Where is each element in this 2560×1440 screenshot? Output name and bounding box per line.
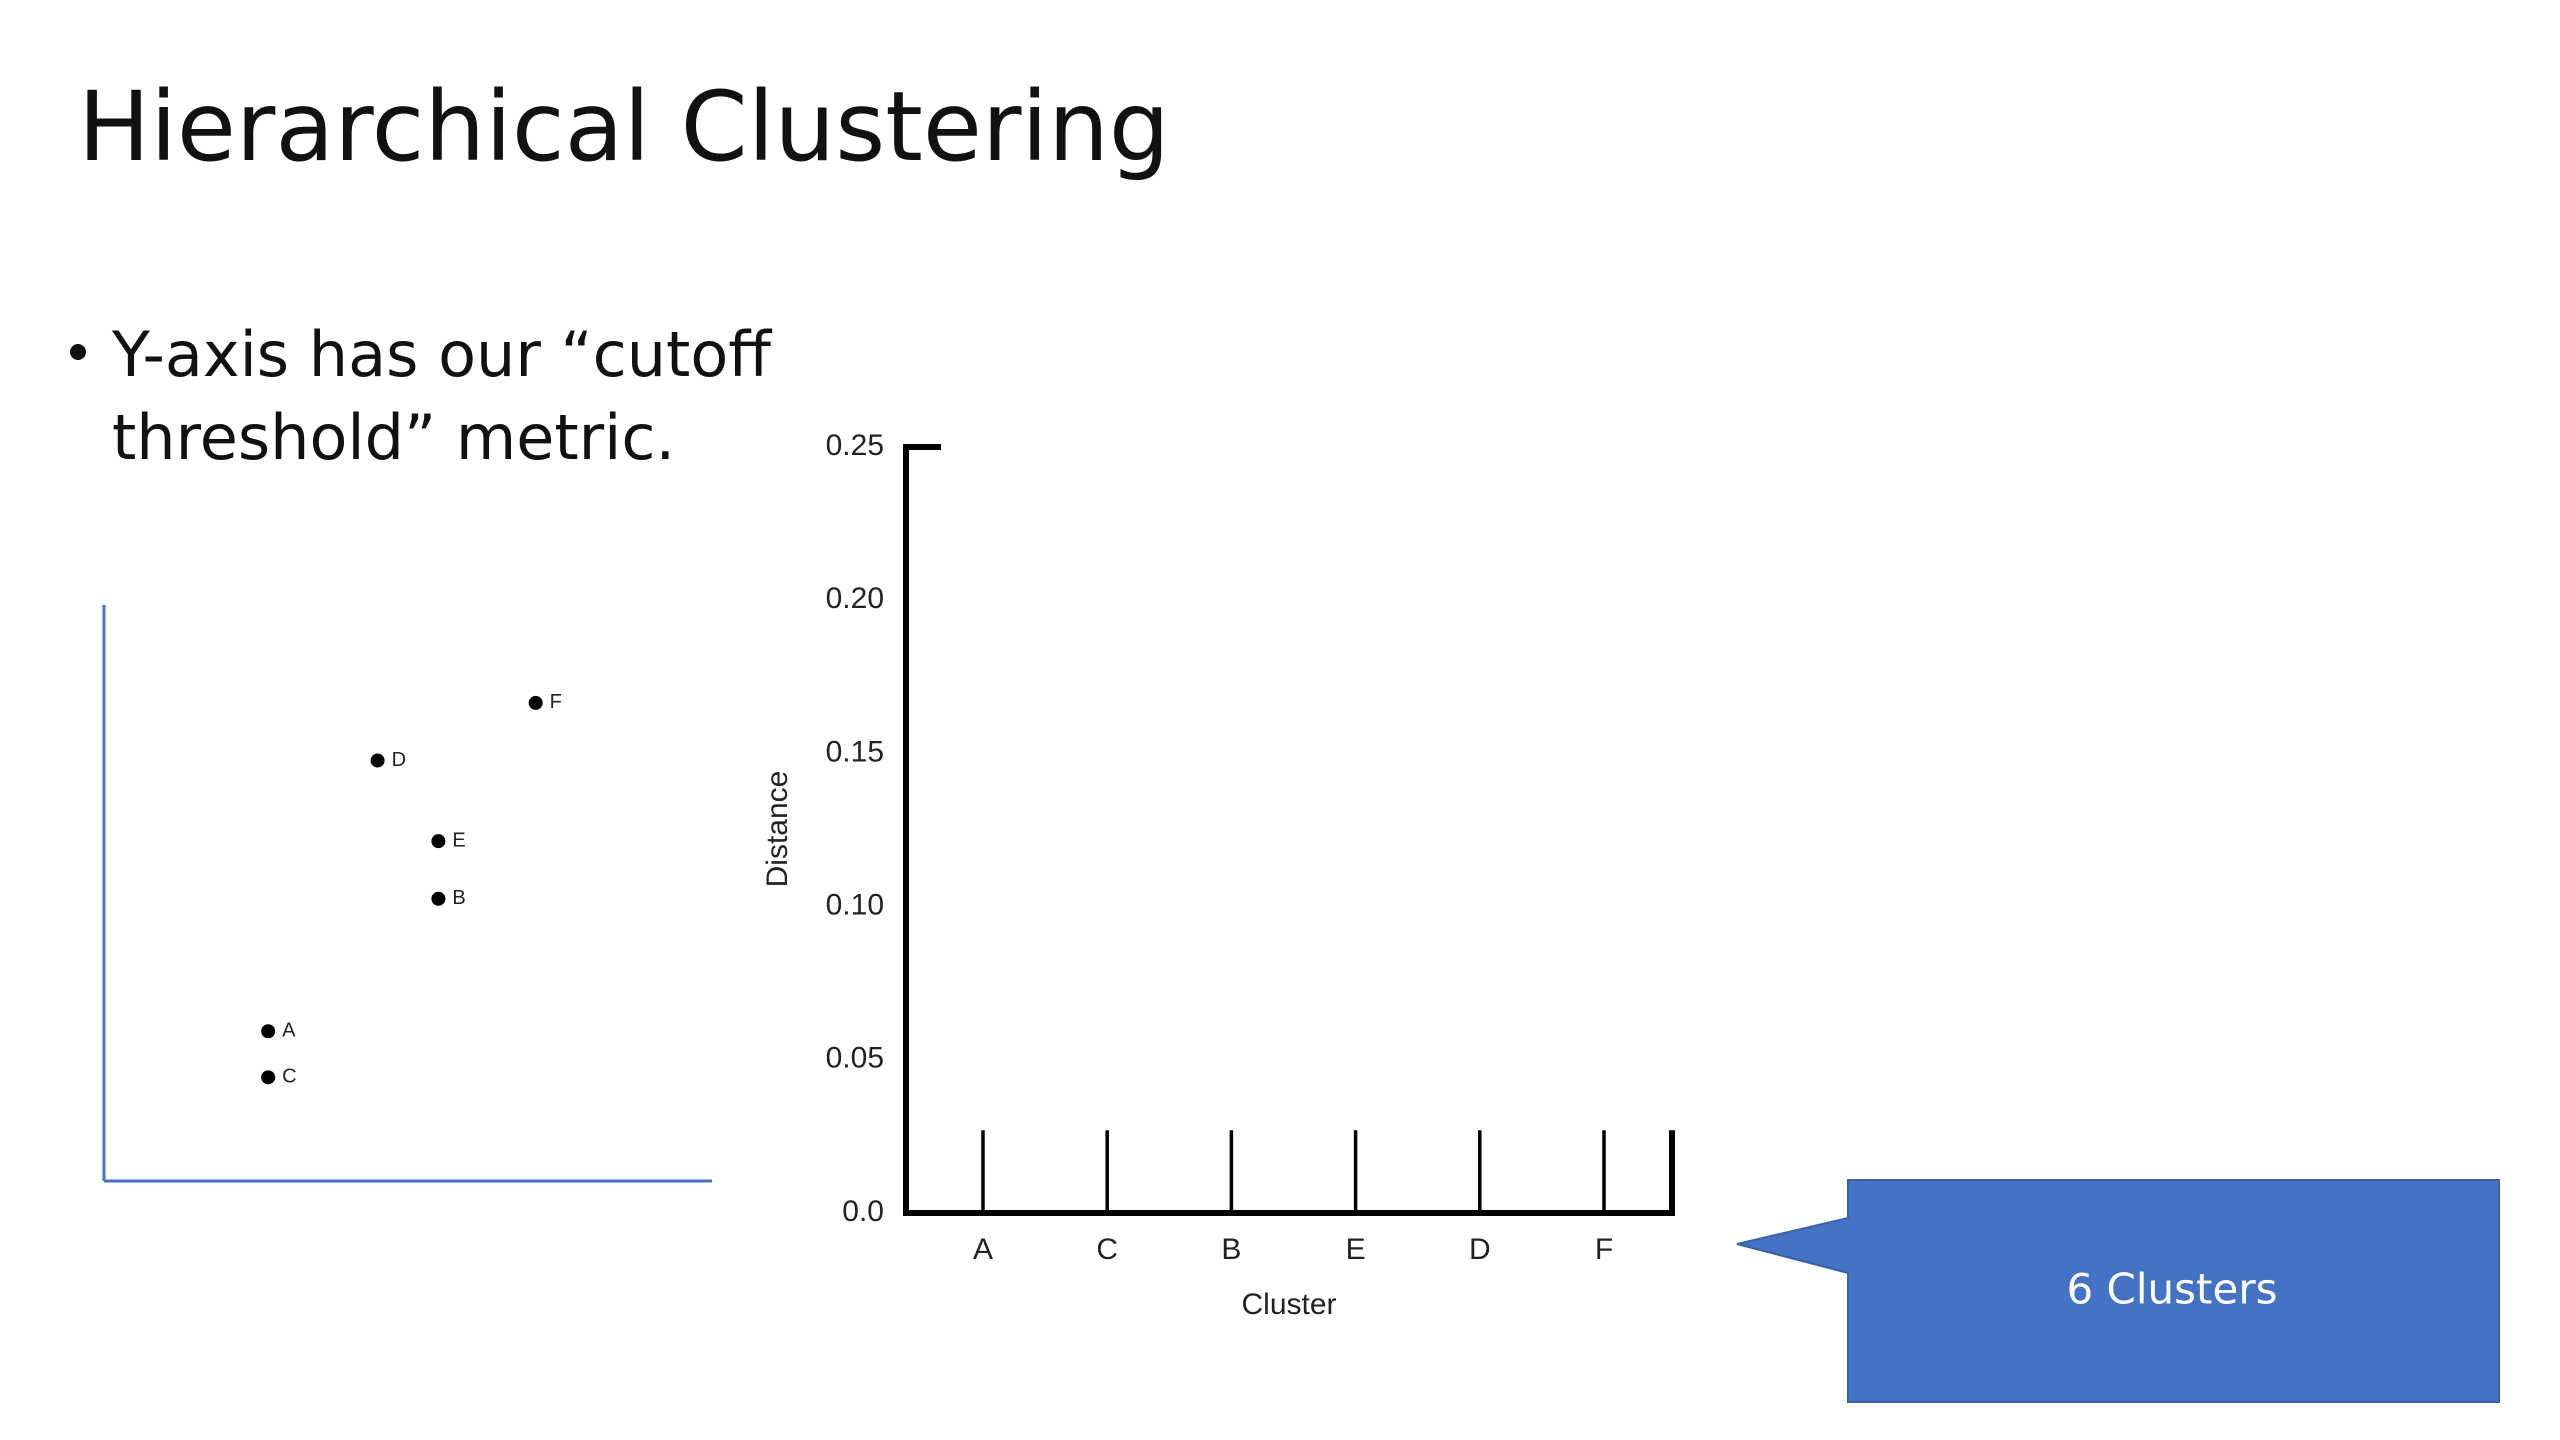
x-tick-label: E xyxy=(1346,1233,1366,1266)
y-tick-label: 0.10 xyxy=(826,889,884,922)
bullet-text: Y-axis has our “cutoff xyxy=(111,318,772,391)
point xyxy=(528,695,543,710)
x-tick-label: A xyxy=(973,1233,993,1266)
y-tick-label: 0.05 xyxy=(826,1042,884,1075)
y-tick-label: 0.0 xyxy=(842,1195,884,1228)
bullet-dot xyxy=(70,344,86,360)
slide-title: Hierarchical Clustering xyxy=(78,71,1170,183)
callout-text: 6 Clusters xyxy=(2066,1265,2277,1314)
point-label: D xyxy=(392,749,406,771)
point xyxy=(431,891,446,906)
x-tick-label: F xyxy=(1595,1233,1613,1266)
y-tick-label: 0.25 xyxy=(826,429,884,462)
point-label: F xyxy=(550,691,562,713)
point-label: C xyxy=(282,1066,296,1088)
bullet-text: threshold” metric. xyxy=(112,401,675,474)
x-axis-label: Cluster xyxy=(1241,1288,1336,1321)
y-axis-label: Distance xyxy=(761,771,794,888)
point-label: E xyxy=(452,829,465,851)
callout-shape xyxy=(1736,1179,2500,1403)
point xyxy=(261,1070,276,1085)
x-tick-label: C xyxy=(1096,1233,1118,1266)
point xyxy=(261,1024,276,1039)
point xyxy=(431,834,446,849)
point xyxy=(370,753,385,768)
x-tick-label: B xyxy=(1221,1233,1241,1266)
y-tick-label: 0.20 xyxy=(826,582,884,615)
x-tick-label: D xyxy=(1469,1233,1491,1266)
y-tick-label: 0.15 xyxy=(826,735,884,768)
axis-frame xyxy=(903,444,1675,1216)
point-label: B xyxy=(452,887,465,909)
point-label: A xyxy=(282,1020,296,1042)
